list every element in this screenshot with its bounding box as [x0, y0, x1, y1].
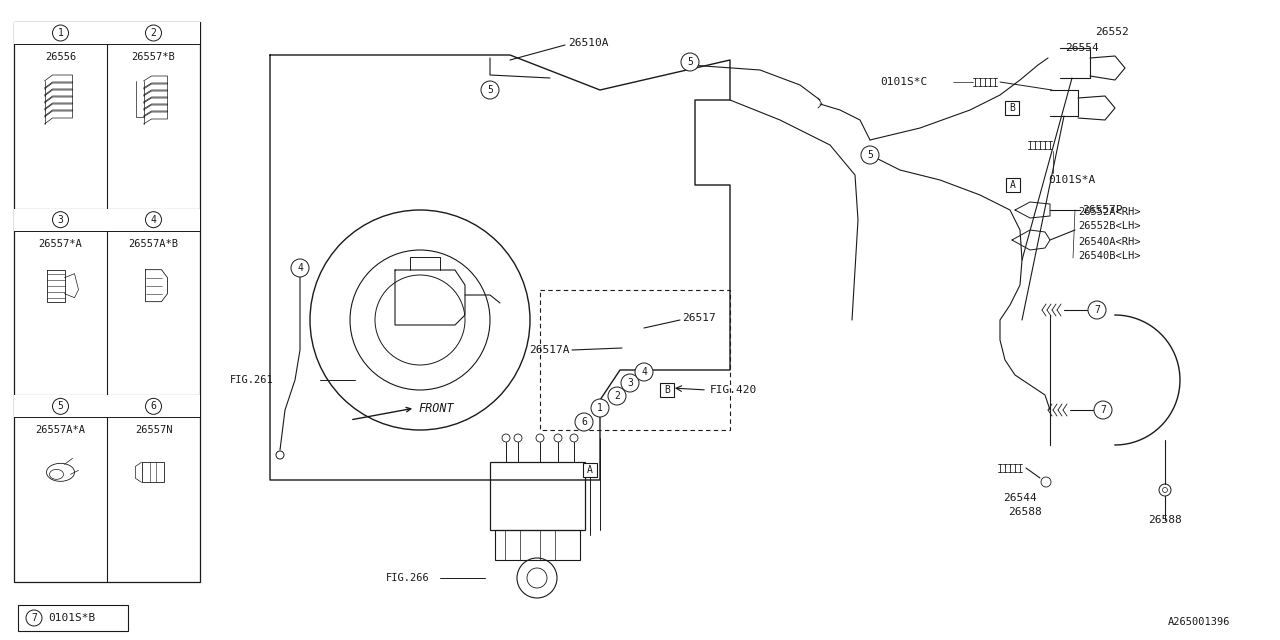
- Text: 0101S*A: 0101S*A: [1048, 175, 1096, 185]
- Text: 5: 5: [687, 57, 692, 67]
- Bar: [108, 22, 200, 44]
- Text: 26517A: 26517A: [530, 345, 570, 355]
- Bar: [490, 462, 585, 530]
- Text: 26552A<RH>: 26552A<RH>: [1078, 207, 1140, 217]
- Circle shape: [861, 146, 879, 164]
- Circle shape: [146, 25, 161, 41]
- Text: 26517: 26517: [682, 313, 716, 323]
- Circle shape: [1088, 301, 1106, 319]
- Text: 26540B<LH>: 26540B<LH>: [1078, 251, 1140, 261]
- Text: 26557*A: 26557*A: [38, 239, 82, 249]
- Circle shape: [146, 212, 161, 228]
- Bar: [14, 22, 108, 44]
- Circle shape: [635, 363, 653, 381]
- Text: 6: 6: [151, 401, 156, 412]
- Text: 26588: 26588: [1148, 515, 1181, 525]
- Text: 6: 6: [581, 417, 588, 427]
- Text: 26557*B: 26557*B: [132, 52, 175, 62]
- Bar: [14, 22, 200, 582]
- Circle shape: [146, 398, 161, 414]
- Bar: [660, 383, 675, 397]
- Text: B: B: [1009, 103, 1015, 113]
- Text: 26544: 26544: [1004, 493, 1037, 503]
- Text: B: B: [664, 385, 669, 395]
- Bar: [582, 463, 596, 477]
- Text: 26557A*A: 26557A*A: [36, 426, 86, 435]
- Text: 26554: 26554: [1065, 43, 1098, 53]
- Text: 0101S*B: 0101S*B: [49, 613, 95, 623]
- Bar: [14, 209, 108, 230]
- Text: 2: 2: [614, 391, 620, 401]
- Text: 26588: 26588: [1009, 507, 1042, 517]
- Text: 26510A: 26510A: [568, 38, 608, 48]
- Circle shape: [591, 399, 609, 417]
- Bar: [18, 605, 128, 631]
- Text: 5: 5: [488, 85, 493, 95]
- Circle shape: [608, 387, 626, 405]
- Circle shape: [481, 81, 499, 99]
- Text: 1: 1: [596, 403, 603, 413]
- Text: 5: 5: [58, 401, 64, 412]
- Text: 7: 7: [31, 613, 37, 623]
- Text: 3: 3: [58, 214, 64, 225]
- Text: 1: 1: [58, 28, 64, 38]
- Text: 26557N: 26557N: [134, 426, 173, 435]
- Text: A: A: [588, 465, 593, 475]
- Circle shape: [52, 212, 69, 228]
- Circle shape: [26, 610, 42, 626]
- Text: FIG.266: FIG.266: [387, 573, 430, 583]
- Text: 4: 4: [641, 367, 646, 377]
- Text: 26557A*B: 26557A*B: [128, 239, 178, 249]
- Text: 26552B<LH>: 26552B<LH>: [1078, 221, 1140, 231]
- Text: A: A: [1010, 180, 1016, 190]
- Text: 4: 4: [297, 263, 303, 273]
- Circle shape: [621, 374, 639, 392]
- Text: 26556: 26556: [45, 52, 76, 62]
- Circle shape: [575, 413, 593, 431]
- Text: 26557P: 26557P: [1082, 205, 1123, 215]
- Circle shape: [681, 53, 699, 71]
- Bar: [108, 396, 200, 417]
- Text: A265001396: A265001396: [1167, 617, 1230, 627]
- Text: FIG.420: FIG.420: [710, 385, 758, 395]
- Bar: [1005, 101, 1019, 115]
- Bar: [14, 396, 108, 417]
- Text: 7: 7: [1094, 305, 1100, 315]
- Text: FRONT: FRONT: [419, 401, 453, 415]
- Circle shape: [52, 398, 69, 414]
- Circle shape: [1094, 401, 1112, 419]
- Text: 3: 3: [627, 378, 632, 388]
- Bar: [108, 209, 200, 230]
- Text: 7: 7: [1100, 405, 1106, 415]
- Text: FIG.261: FIG.261: [230, 375, 274, 385]
- Circle shape: [291, 259, 308, 277]
- Text: 5: 5: [867, 150, 873, 160]
- Bar: [1006, 178, 1020, 192]
- Circle shape: [52, 25, 69, 41]
- Bar: [495, 530, 580, 560]
- Text: 26552: 26552: [1094, 27, 1129, 37]
- Text: 0101S*C: 0101S*C: [881, 77, 927, 87]
- Text: 4: 4: [151, 214, 156, 225]
- Text: 2: 2: [151, 28, 156, 38]
- Text: 26540A<RH>: 26540A<RH>: [1078, 237, 1140, 247]
